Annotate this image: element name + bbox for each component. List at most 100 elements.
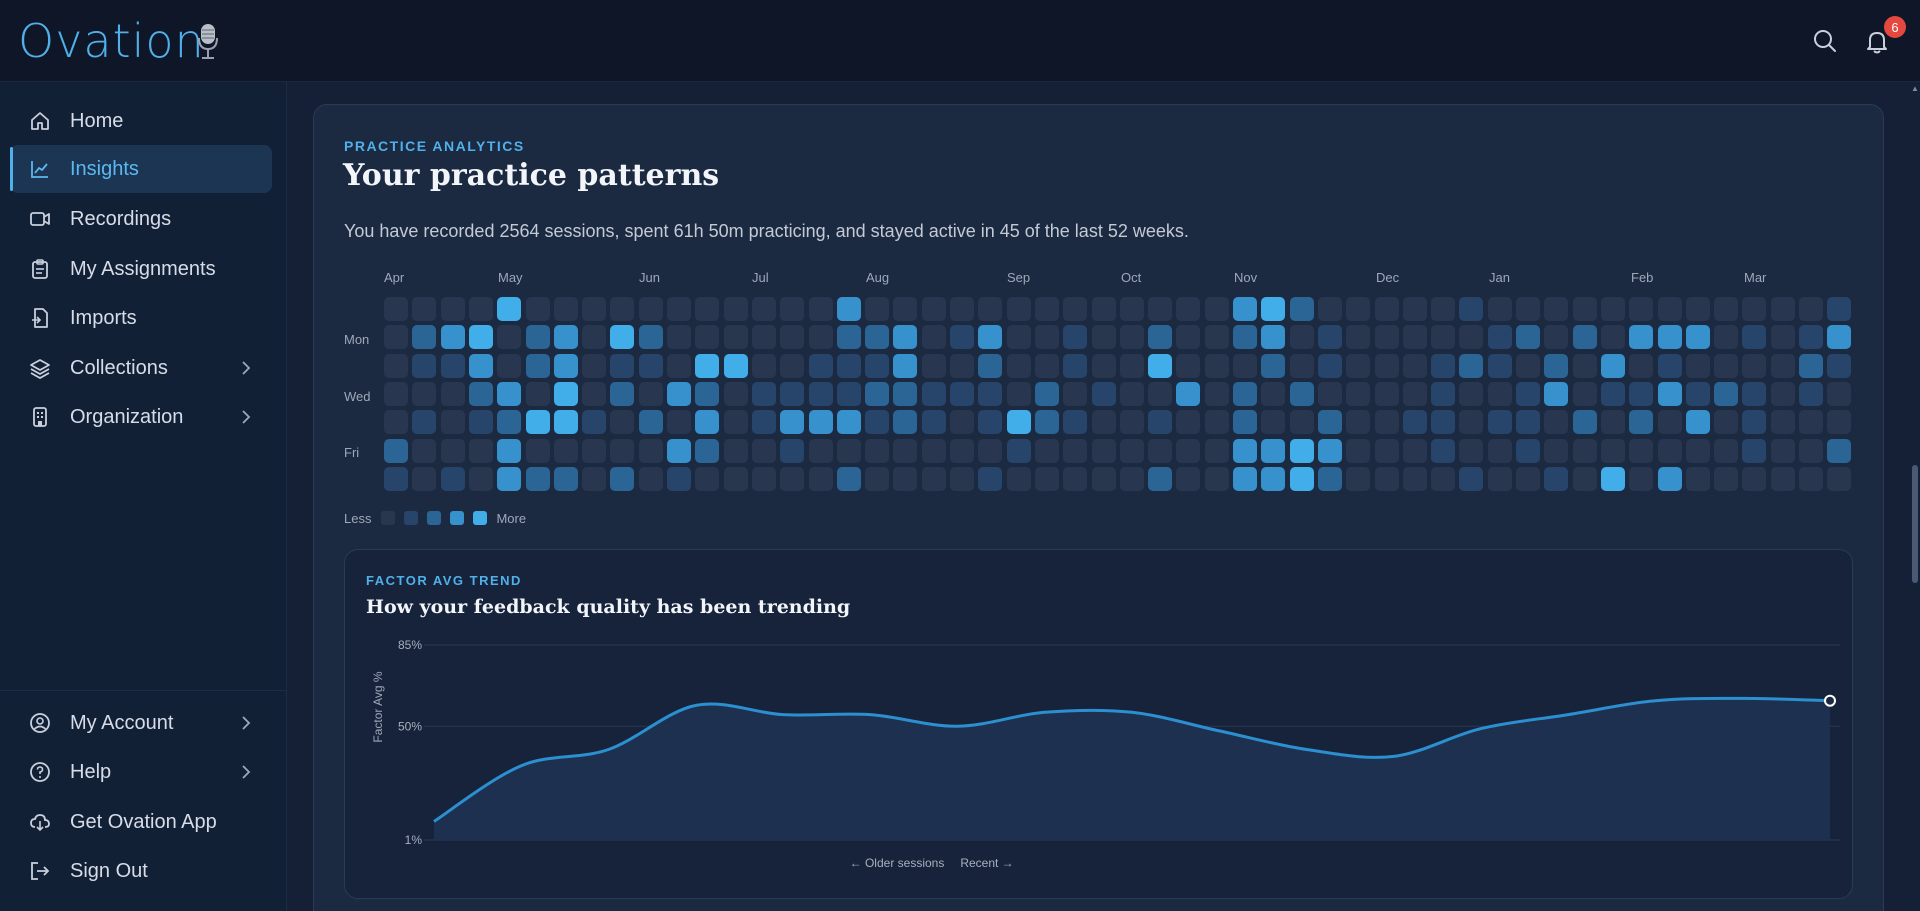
heatmap-cell[interactable] (1516, 353, 1540, 378)
heatmap-cell[interactable] (1034, 410, 1059, 435)
heatmap-cell[interactable] (1431, 297, 1456, 321)
heatmap-cell[interactable] (1346, 353, 1371, 378)
heatmap-cell[interactable] (1261, 466, 1286, 491)
heatmap-cell[interactable] (978, 466, 1003, 491)
heatmap-cell[interactable] (582, 466, 607, 491)
heatmap-cell[interactable] (1233, 353, 1257, 378)
heatmap-cell[interactable] (1402, 381, 1427, 406)
heatmap-cell[interactable] (1827, 381, 1852, 406)
heatmap-cell[interactable] (1629, 410, 1654, 435)
heatmap-cell[interactable] (1374, 381, 1399, 406)
heatmap-cell[interactable] (1770, 297, 1795, 321)
heatmap-cell[interactable] (1063, 438, 1088, 463)
heatmap-cell[interactable] (1289, 410, 1314, 435)
heatmap-cell[interactable] (1770, 438, 1795, 463)
heatmap-cell[interactable] (1091, 466, 1116, 491)
heatmap-cell[interactable] (1657, 438, 1682, 463)
heatmap-cell[interactable] (553, 410, 578, 435)
heatmap-cell[interactable] (695, 381, 720, 406)
heatmap-cell[interactable] (1402, 438, 1427, 463)
heatmap-cell[interactable] (525, 297, 550, 321)
heatmap-cell[interactable] (1770, 381, 1795, 406)
heatmap-cell[interactable] (1629, 466, 1654, 491)
heatmap-cell[interactable] (1459, 438, 1484, 463)
sidebar-item-my-account[interactable]: My Account (10, 699, 272, 747)
heatmap-cell[interactable] (1572, 438, 1597, 463)
heatmap-cell[interactable] (978, 410, 1003, 435)
heatmap-cell[interactable] (921, 381, 946, 406)
heatmap-cell[interactable] (1516, 410, 1540, 435)
heatmap-cell[interactable] (1657, 353, 1682, 378)
heatmap-cell[interactable] (723, 438, 748, 463)
heatmap-cell[interactable] (1176, 466, 1201, 491)
heatmap-cell[interactable] (1289, 438, 1314, 463)
heatmap-cell[interactable] (1827, 297, 1852, 321)
heatmap-cell[interactable] (921, 438, 946, 463)
sidebar-item-organization[interactable]: Organization (10, 393, 272, 441)
heatmap-cell[interactable] (836, 381, 861, 406)
heatmap-cell[interactable] (1431, 466, 1456, 491)
heatmap-cell[interactable] (1034, 325, 1059, 350)
sidebar-item-imports[interactable]: Imports (10, 294, 272, 342)
heatmap-cell[interactable] (1714, 325, 1739, 350)
heatmap-cell[interactable] (1572, 297, 1597, 321)
heatmap-cell[interactable] (1374, 325, 1399, 350)
heatmap-cell[interactable] (667, 297, 691, 321)
heatmap-cell[interactable] (1544, 438, 1569, 463)
heatmap-cell[interactable] (1742, 410, 1767, 435)
heatmap-cell[interactable] (1459, 353, 1484, 378)
heatmap-cell[interactable] (1119, 297, 1144, 321)
heatmap-cell[interactable] (1487, 438, 1512, 463)
heatmap-cell[interactable] (1063, 353, 1088, 378)
heatmap-cell[interactable] (1204, 381, 1229, 406)
heatmap-cell[interactable] (638, 381, 663, 406)
heatmap-cell[interactable] (610, 466, 635, 491)
heatmap-cell[interactable] (1600, 438, 1625, 463)
heatmap-cell[interactable] (1431, 410, 1456, 435)
heatmap-cell[interactable] (1006, 353, 1031, 378)
heatmap-cell[interactable] (667, 438, 691, 463)
heatmap-cell[interactable] (836, 466, 861, 491)
heatmap-cell[interactable] (384, 353, 408, 378)
heatmap-cell[interactable] (808, 297, 833, 321)
heatmap-cell[interactable] (893, 410, 918, 435)
heatmap-cell[interactable] (950, 297, 974, 321)
heatmap-cell[interactable] (1685, 438, 1710, 463)
heatmap-cell[interactable] (468, 381, 493, 406)
heatmap-cell[interactable] (1006, 381, 1031, 406)
heatmap-cell[interactable] (1204, 353, 1229, 378)
heatmap-cell[interactable] (610, 438, 635, 463)
heatmap-cell[interactable] (440, 381, 465, 406)
heatmap-cell[interactable] (1459, 410, 1484, 435)
heatmap-cell[interactable] (1233, 466, 1257, 491)
heatmap-cell[interactable] (412, 438, 437, 463)
heatmap-cell[interactable] (1148, 466, 1173, 491)
heatmap-cell[interactable] (1714, 381, 1739, 406)
heatmap-cell[interactable] (1544, 353, 1569, 378)
heatmap-cell[interactable] (1799, 410, 1823, 435)
heatmap-cell[interactable] (865, 297, 890, 321)
heatmap-cell[interactable] (1572, 325, 1597, 350)
heatmap-cell[interactable] (1629, 438, 1654, 463)
heatmap-cell[interactable] (412, 410, 437, 435)
heatmap-cell[interactable] (1034, 381, 1059, 406)
heatmap-cell[interactable] (1148, 410, 1173, 435)
heatmap-cell[interactable] (1742, 438, 1767, 463)
heatmap-cell[interactable] (1516, 381, 1540, 406)
heatmap-cell[interactable] (1770, 325, 1795, 350)
heatmap-cell[interactable] (1714, 466, 1739, 491)
heatmap-cell[interactable] (1261, 297, 1286, 321)
heatmap-cell[interactable] (497, 438, 522, 463)
heatmap-cell[interactable] (695, 353, 720, 378)
heatmap-cell[interactable] (893, 438, 918, 463)
heatmap-cell[interactable] (1119, 353, 1144, 378)
heatmap-cell[interactable] (1176, 438, 1201, 463)
heatmap-cell[interactable] (1685, 410, 1710, 435)
heatmap-cell[interactable] (808, 325, 833, 350)
heatmap-cell[interactable] (1289, 297, 1314, 321)
heatmap-cell[interactable] (1374, 438, 1399, 463)
heatmap-cell[interactable] (893, 297, 918, 321)
heatmap-cell[interactable] (468, 297, 493, 321)
heatmap-cell[interactable] (497, 297, 522, 321)
heatmap-cell[interactable] (553, 438, 578, 463)
